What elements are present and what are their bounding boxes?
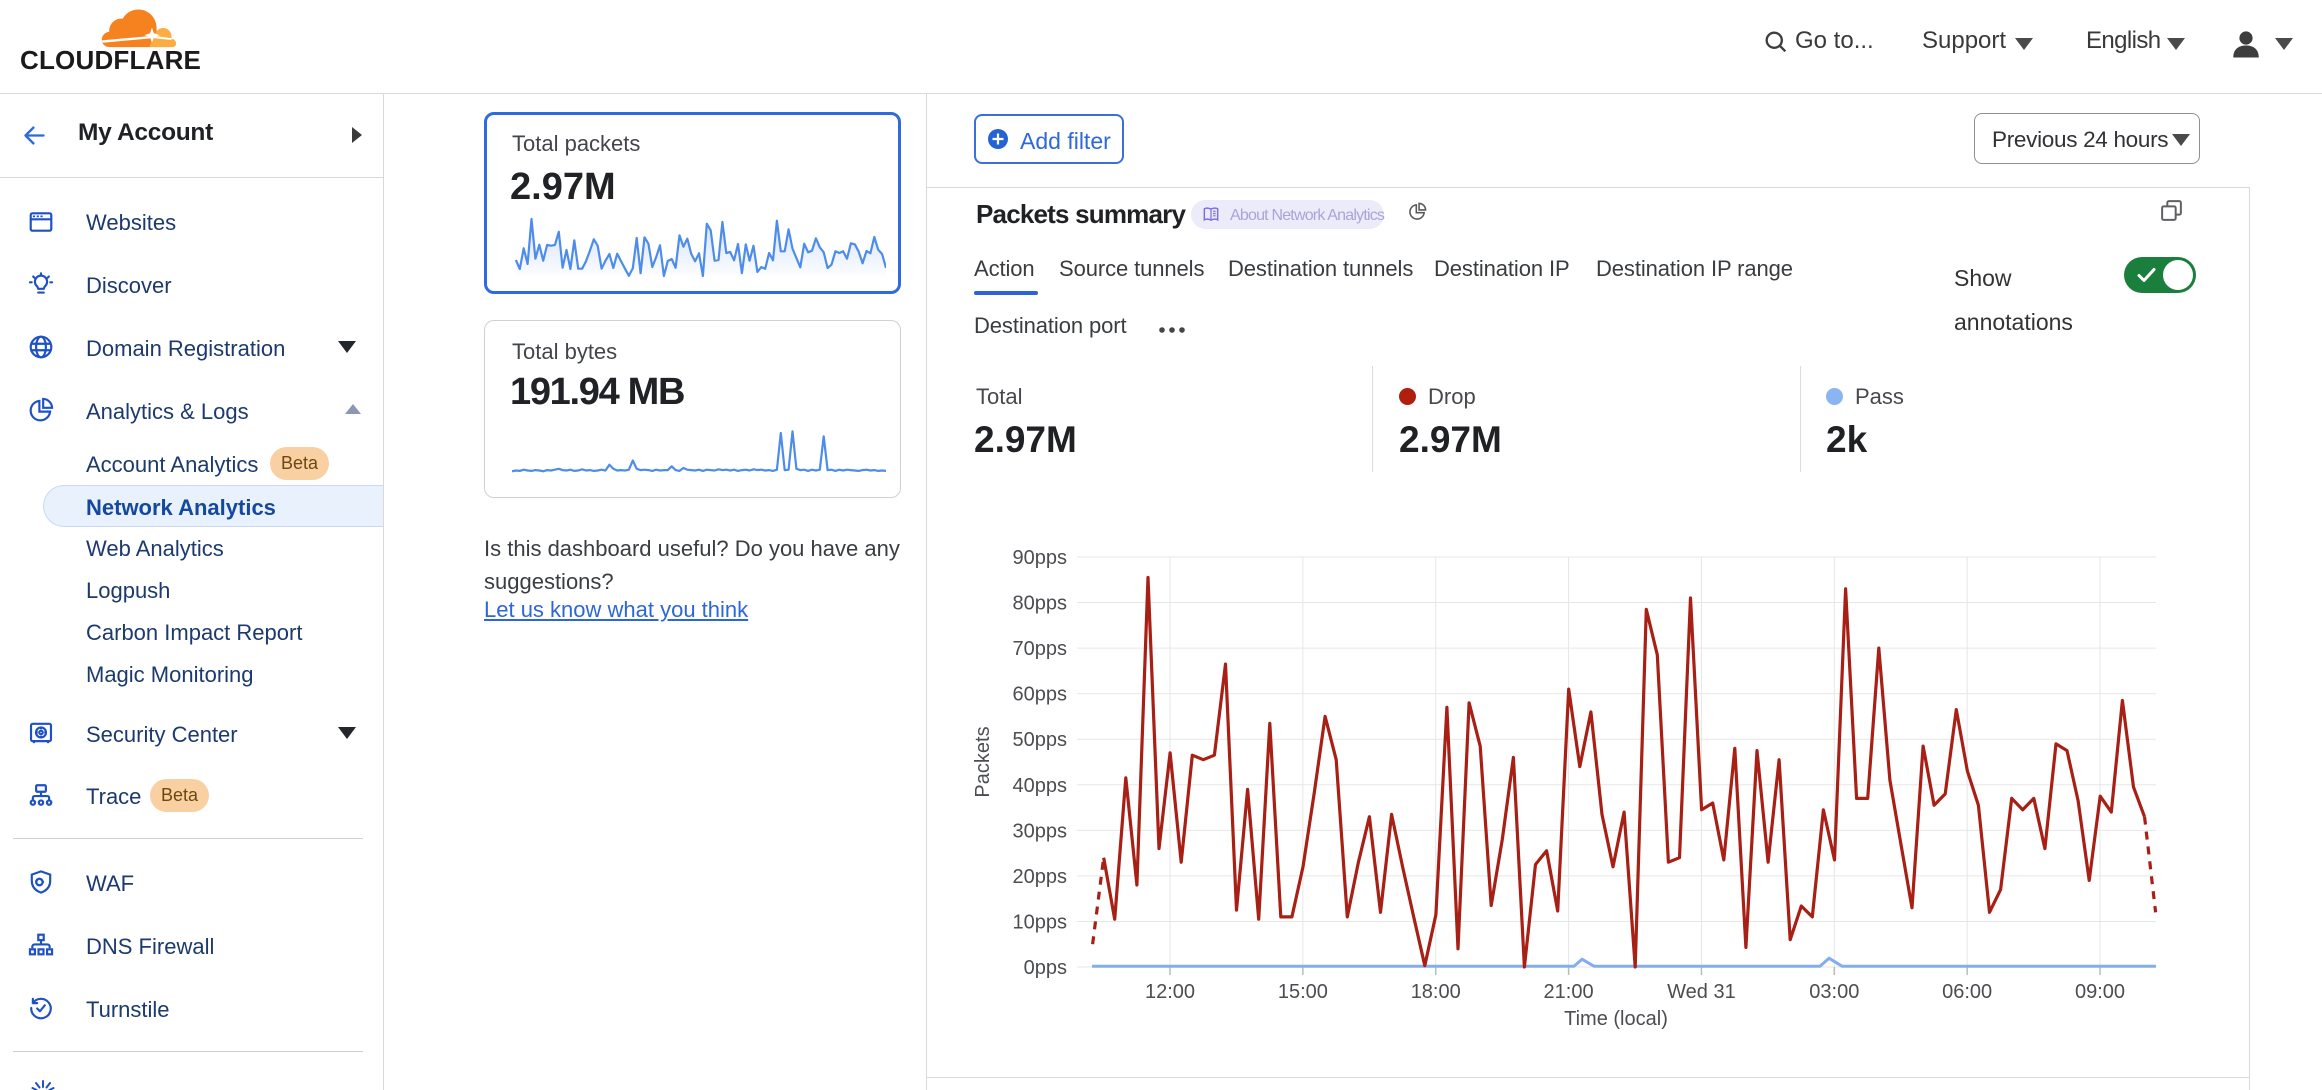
svg-text:0pps: 0pps <box>1024 957 1067 979</box>
svg-text:15:00: 15:00 <box>1278 981 1328 1003</box>
svg-text:20pps: 20pps <box>1013 866 1068 888</box>
svg-text:80pps: 80pps <box>1013 593 1068 615</box>
svg-text:10pps: 10pps <box>1013 911 1068 933</box>
svg-text:18:00: 18:00 <box>1411 981 1461 1003</box>
svg-text:Packets: Packets <box>972 726 994 797</box>
svg-text:Time (local): Time (local) <box>1564 1008 1668 1030</box>
svg-text:12:00: 12:00 <box>1145 981 1195 1003</box>
svg-text:60pps: 60pps <box>1013 684 1068 706</box>
svg-text:21:00: 21:00 <box>1544 981 1594 1003</box>
svg-text:09:00: 09:00 <box>2075 981 2125 1003</box>
svg-text:03:00: 03:00 <box>1809 981 1859 1003</box>
svg-text:06:00: 06:00 <box>1942 981 1992 1003</box>
svg-text:Wed 31: Wed 31 <box>1667 981 1736 1003</box>
svg-text:30pps: 30pps <box>1013 820 1068 842</box>
svg-text:90pps: 90pps <box>1013 547 1068 569</box>
svg-text:70pps: 70pps <box>1013 638 1068 660</box>
svg-text:40pps: 40pps <box>1013 775 1068 797</box>
svg-text:50pps: 50pps <box>1013 729 1068 751</box>
